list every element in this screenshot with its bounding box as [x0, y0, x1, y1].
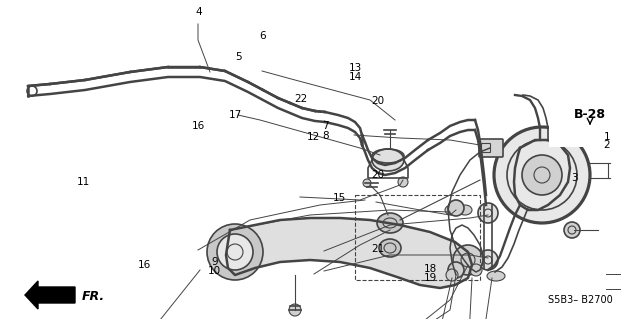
- Circle shape: [289, 304, 301, 316]
- Circle shape: [398, 177, 408, 187]
- Polygon shape: [25, 281, 75, 309]
- Text: 9: 9: [211, 256, 218, 267]
- Text: 12: 12: [307, 132, 320, 142]
- Circle shape: [446, 269, 458, 281]
- Bar: [355, 195, 480, 280]
- Circle shape: [207, 224, 263, 280]
- Text: 16: 16: [192, 121, 205, 131]
- Text: 19: 19: [424, 272, 436, 283]
- Text: 10: 10: [208, 265, 221, 276]
- Text: 8: 8: [322, 130, 328, 141]
- Ellipse shape: [372, 149, 404, 171]
- FancyBboxPatch shape: [479, 139, 503, 157]
- Circle shape: [478, 203, 498, 223]
- Circle shape: [494, 127, 590, 223]
- Text: 20: 20: [371, 96, 384, 107]
- Text: 1: 1: [604, 132, 610, 142]
- Text: 17: 17: [229, 110, 242, 120]
- Ellipse shape: [377, 213, 403, 233]
- Text: 22: 22: [294, 94, 307, 104]
- Text: 2: 2: [604, 140, 610, 150]
- Text: B-28: B-28: [574, 108, 606, 122]
- Text: 16: 16: [138, 260, 150, 270]
- Text: 6: 6: [259, 31, 266, 41]
- Text: 14: 14: [349, 71, 362, 82]
- Circle shape: [363, 179, 371, 187]
- Text: 21: 21: [371, 244, 384, 255]
- Ellipse shape: [445, 205, 459, 215]
- Circle shape: [522, 155, 562, 195]
- Circle shape: [478, 250, 498, 270]
- Circle shape: [470, 264, 482, 276]
- Text: 11: 11: [77, 177, 90, 187]
- Text: 20: 20: [371, 170, 384, 180]
- Text: 15: 15: [333, 193, 346, 203]
- Ellipse shape: [458, 205, 472, 215]
- Circle shape: [453, 245, 483, 275]
- Polygon shape: [514, 140, 570, 210]
- Circle shape: [448, 200, 464, 216]
- Text: 5: 5: [236, 52, 242, 63]
- Text: 3: 3: [572, 173, 578, 183]
- Circle shape: [564, 222, 580, 238]
- Polygon shape: [226, 218, 472, 288]
- Text: 13: 13: [349, 63, 362, 73]
- Ellipse shape: [379, 239, 401, 257]
- Text: S5B3– B2700: S5B3– B2700: [548, 295, 612, 305]
- Text: FR.: FR.: [82, 291, 105, 303]
- Circle shape: [217, 234, 253, 270]
- Text: 4: 4: [195, 7, 202, 17]
- Ellipse shape: [487, 271, 505, 281]
- Circle shape: [448, 262, 464, 278]
- Text: 7: 7: [322, 121, 328, 131]
- Text: 18: 18: [424, 263, 436, 274]
